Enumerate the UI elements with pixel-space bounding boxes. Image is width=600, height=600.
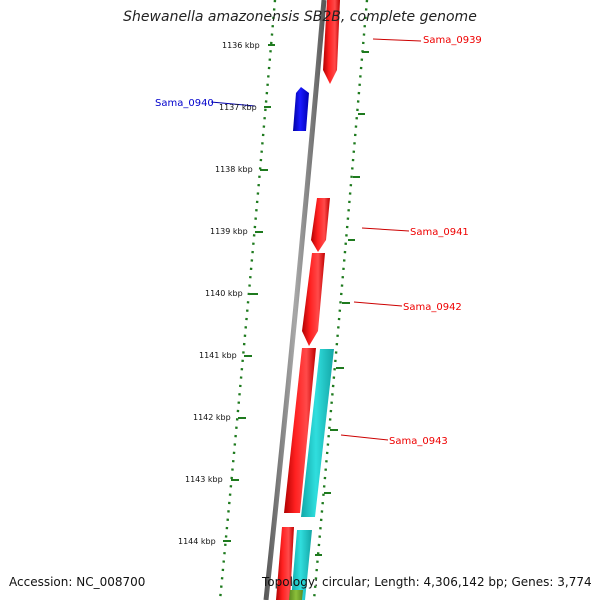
- genome-title: Shewanella amazonensis SB2B, complete ge…: [123, 9, 477, 25]
- gene-sama-0939-feature[interactable]: [323, 0, 340, 84]
- scale-label-1141: 1141 kbp: [199, 351, 237, 360]
- scale-label-1144: 1144 kbp: [178, 537, 216, 546]
- scale-label-1140: 1140 kbp: [205, 289, 243, 298]
- inner-ring-ticks: [315, 51, 369, 556]
- genome-backbone: [263, 0, 327, 600]
- scale-label-1136: 1136 kbp: [222, 41, 260, 50]
- scale-ring-inner: [312, 0, 369, 600]
- gene-label-sama-0939[interactable]: Sama_0939: [423, 35, 482, 46]
- scale-label-1139: 1139 kbp: [210, 227, 248, 236]
- scale-ring-outer: [218, 0, 277, 600]
- scale-label-1137: 1137 kbp: [219, 103, 257, 112]
- scale-label-1142: 1142 kbp: [193, 413, 231, 422]
- topology-info: Topology: circular; Length: 4,306,142 bp…: [262, 575, 592, 589]
- scale-ticks: [223, 44, 275, 542]
- scale-label-1143: 1143 kbp: [185, 475, 223, 484]
- gene-lower-red-feature[interactable]: [276, 527, 294, 600]
- scale-label-1138: 1138 kbp: [215, 165, 253, 174]
- gene-label-sama-0942[interactable]: Sama_0942: [403, 302, 462, 313]
- gene-leader-lines: [210, 38, 422, 441]
- gene-sama-0942-feature[interactable]: [302, 253, 325, 346]
- gene-sama-0943-feature[interactable]: [284, 348, 316, 513]
- gene-label-sama-0941[interactable]: Sama_0941: [410, 227, 469, 238]
- gene-sama-0940-feature[interactable]: [293, 87, 309, 131]
- feature-cyan-upper[interactable]: [301, 349, 334, 517]
- gene-label-sama-0943[interactable]: Sama_0943: [389, 436, 448, 447]
- gene-sama-0941-feature[interactable]: [311, 198, 330, 252]
- feature-olive-bottom: [289, 590, 303, 600]
- feature-cyan-lower[interactable]: [291, 530, 312, 600]
- gene-label-sama-0940[interactable]: Sama_0940: [155, 98, 214, 109]
- accession-info: Accession: NC_008700: [9, 575, 146, 589]
